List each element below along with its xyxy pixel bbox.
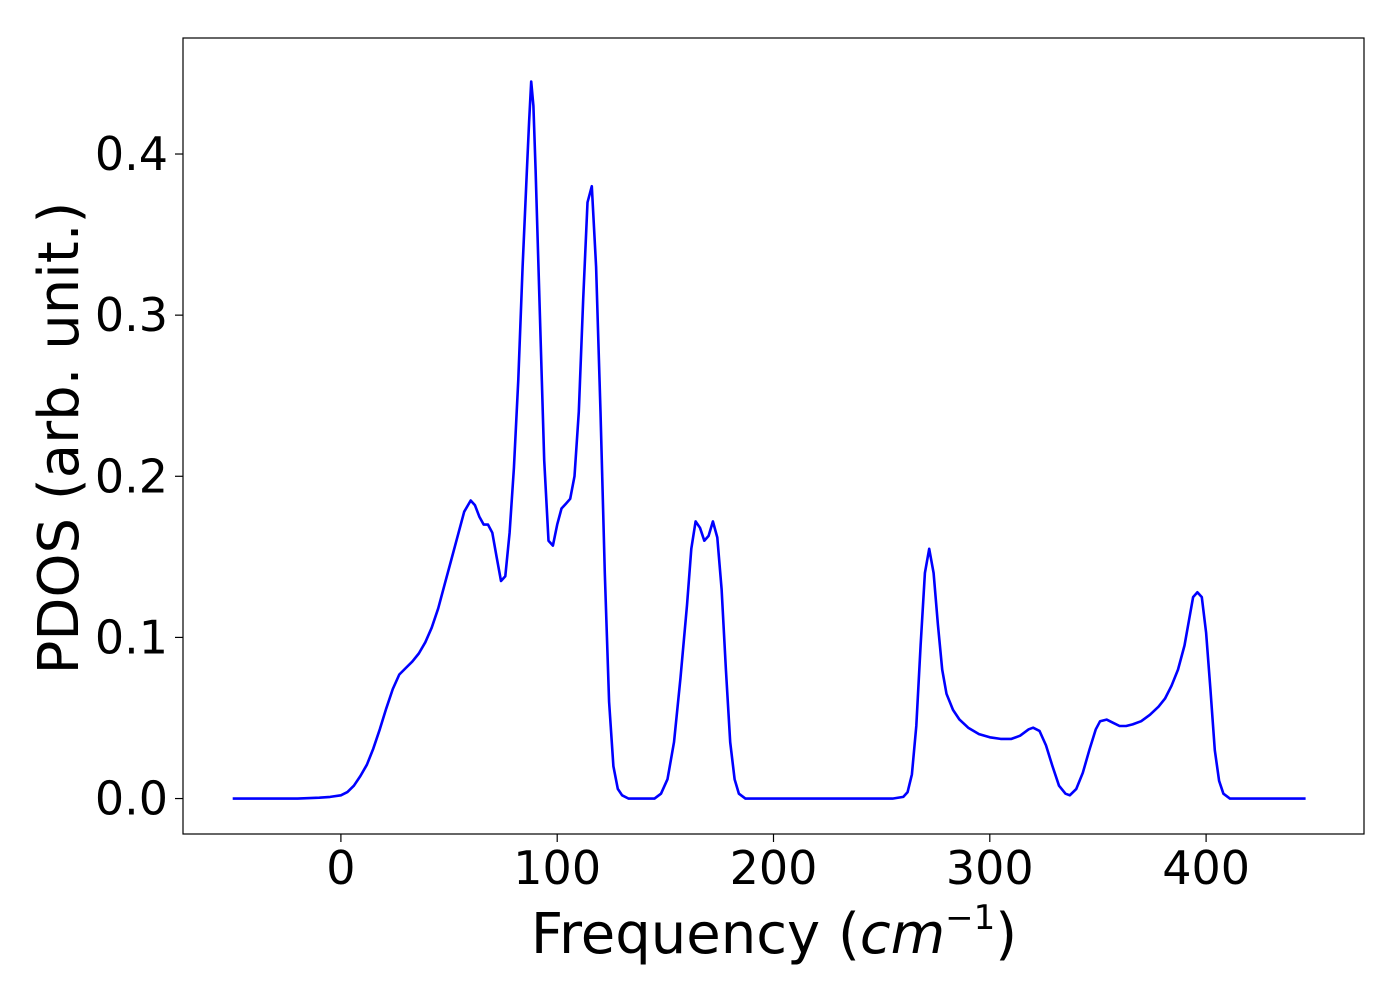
y-axis-ticks: 0.0 0.1 0.2 0.3 0.4 (95, 127, 183, 826)
pdos-series-line (232, 80, 1306, 800)
y-tick-label: 0.1 (95, 610, 168, 664)
x-tick-label: 100 (513, 841, 601, 895)
y-tick-label: 0.3 (95, 288, 168, 342)
x-tick-label: 400 (1162, 841, 1250, 895)
y-tick-label: 0.2 (95, 449, 168, 503)
x-tick-label: 300 (946, 841, 1034, 895)
x-tick-label: 0 (326, 841, 355, 895)
plot-frame (182, 37, 1365, 835)
plot-area (182, 37, 1365, 835)
x-axis-unit-exponent: −1 (945, 898, 995, 938)
x-tick-label: 200 (730, 841, 818, 895)
y-tick-label: 0.0 (95, 772, 168, 826)
x-axis-unit-base: cm (860, 902, 945, 967)
x-axis-ticks: 0 100 200 300 400 (326, 834, 1250, 895)
x-axis-label: Frequency (cm−1) (531, 898, 1017, 967)
y-tick-label: 0.4 (95, 127, 168, 181)
y-axis-label: PDOS (arb. unit.) (27, 202, 92, 675)
